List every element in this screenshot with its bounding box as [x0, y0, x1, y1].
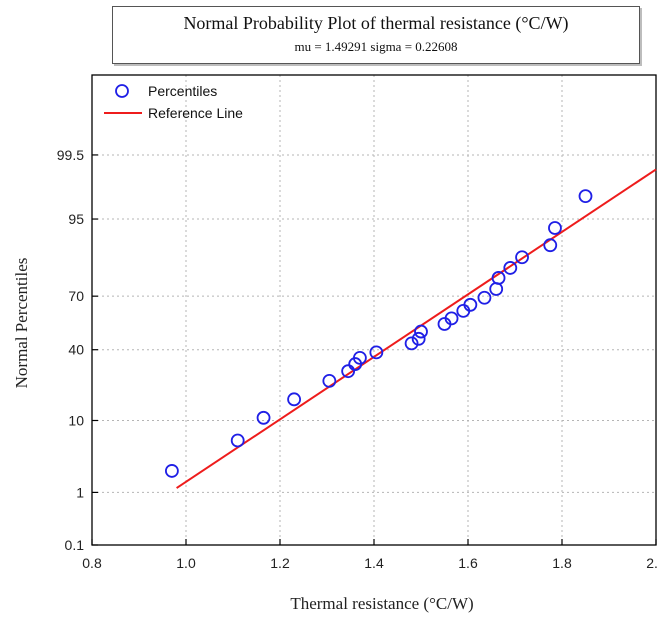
data-point — [369, 345, 384, 360]
data-point — [489, 282, 504, 296]
data-point — [503, 261, 518, 275]
data-point — [404, 336, 419, 351]
chart-title: Normal Probability Plot of thermal resis… — [183, 13, 569, 33]
data-point — [491, 271, 506, 285]
y-tick-label: 99.5 — [57, 147, 84, 163]
y-tick-label: 10 — [68, 412, 84, 428]
legend: Percentiles Reference Line — [104, 83, 243, 121]
legend-label-percentiles: Percentiles — [148, 83, 217, 99]
data-point — [515, 250, 529, 265]
x-tick-label: 1.6 — [458, 555, 478, 571]
data-point — [411, 331, 426, 346]
x-tick-label: 1.4 — [364, 555, 384, 571]
data-point — [578, 189, 593, 204]
data-point — [352, 350, 367, 365]
data-point — [477, 290, 492, 305]
y-tick-label: 40 — [68, 342, 84, 358]
x-tick-label: 2.0 — [646, 555, 658, 571]
x-tick-label: 1.2 — [270, 555, 290, 571]
x-tick-label: 1.0 — [176, 555, 196, 571]
chart-subtitle: mu = 1.49291 sigma = 0.22608 — [294, 39, 458, 54]
x-tick-label: 0.8 — [82, 555, 102, 571]
data-point — [444, 311, 459, 326]
data-point — [548, 221, 562, 235]
legend-label-reference-line: Reference Line — [148, 105, 243, 121]
data-point — [256, 410, 271, 425]
y-tick-label: 70 — [68, 288, 84, 304]
data-point — [322, 373, 337, 388]
marks — [164, 168, 657, 489]
data-point — [287, 392, 302, 407]
y-axis-title: Normal Percentiles — [12, 258, 31, 389]
data-point — [341, 364, 356, 379]
x-tick-label: 1.8 — [552, 555, 572, 571]
y-tick-label: 1 — [76, 484, 84, 500]
title-box: Normal Probability Plot of thermal resis… — [112, 6, 640, 64]
data-point — [230, 433, 245, 448]
legend-marker-percentiles — [115, 84, 129, 98]
data-point — [543, 238, 558, 253]
data-point — [463, 297, 478, 312]
x-axis-title: Thermal resistance (°C/W) — [290, 594, 473, 613]
ticks: 0.8 1.0 1.2 1.4 1.6 1.8 2.0 0.1 1 10 40 70 95 99.5 — [57, 147, 658, 571]
y-tick-label: 0.1 — [65, 537, 85, 553]
y-tick-label: 95 — [68, 211, 84, 227]
data-point — [164, 464, 179, 478]
data-point — [414, 324, 428, 339]
